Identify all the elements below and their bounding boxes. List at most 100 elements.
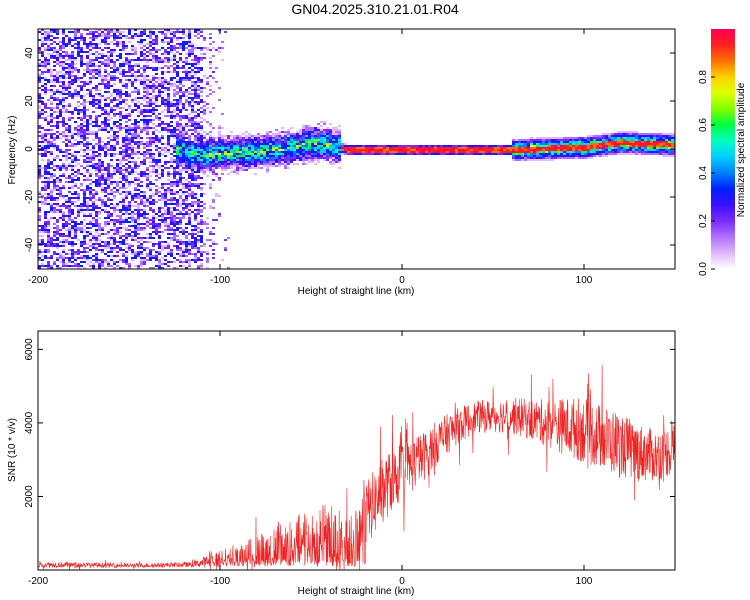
spectrogram-cell <box>479 145 482 147</box>
spectrogram-cell <box>95 237 98 239</box>
spectrogram-cell <box>95 219 98 221</box>
spectrogram-cell <box>56 53 59 55</box>
spectrogram-cell <box>113 37 116 39</box>
spectrogram-cell <box>143 197 146 199</box>
spectrogram-cell <box>140 239 143 241</box>
spectrogram-cell <box>146 201 149 203</box>
spectrogram-cell <box>389 147 392 149</box>
spectrogram-cell <box>167 41 170 43</box>
spectrogram-cell <box>86 29 89 31</box>
spectrogram-cell <box>95 179 98 181</box>
spectrogram-cell <box>176 105 179 107</box>
spectrogram-cell <box>314 121 317 123</box>
spectrogram-cell <box>242 159 245 161</box>
spectrogram-cell <box>95 121 98 123</box>
spectrogram-cell <box>335 161 338 163</box>
spectrogram-cell <box>191 245 194 247</box>
spectrogram-cell <box>77 47 80 49</box>
spectrogram-cell <box>224 159 227 161</box>
spectrogram-cell <box>50 197 53 199</box>
spectrogram-cell <box>194 31 197 33</box>
spectrogram-cell <box>98 145 101 147</box>
spectrogram-cell <box>188 205 191 207</box>
spectrogram-cell <box>140 263 143 265</box>
spectrogram-cell <box>305 135 308 137</box>
spectrogram-cell <box>149 203 152 205</box>
spectrogram-cell <box>89 215 92 217</box>
spectrogram-cell <box>149 195 152 197</box>
spectrogram-cell <box>176 259 179 261</box>
spectrogram-cell <box>47 31 50 33</box>
spectrogram-cell <box>191 211 194 213</box>
spectrogram-cell <box>167 87 170 89</box>
spectrogram-cell <box>92 217 95 219</box>
spectrogram-cell <box>464 145 467 147</box>
spectrogram-cell <box>302 149 305 151</box>
spectrogram-cell <box>107 123 110 125</box>
spectrogram-cell <box>266 149 269 151</box>
spectrogram-cell <box>239 157 242 159</box>
spectrogram-cell <box>44 145 47 147</box>
spectrogram-cell <box>182 145 185 147</box>
spectrogram-cell <box>164 229 167 231</box>
spectrogram-cell <box>185 95 188 97</box>
spectrogram-cell <box>89 175 92 177</box>
spectrogram-cell <box>107 163 110 165</box>
spectrogram-cell <box>83 135 86 137</box>
spectrogram-cell <box>224 249 227 251</box>
spectrogram-cell <box>98 155 101 157</box>
spectrogram-cell <box>434 151 437 153</box>
spectrogram-cell <box>86 185 89 187</box>
spectrogram-cell <box>164 51 167 53</box>
spectrogram-cell <box>152 169 155 171</box>
spectrogram-cell <box>152 85 155 87</box>
spectrogram-cell <box>83 231 86 233</box>
spectrogram-cell <box>128 95 131 97</box>
spectrogram-cell <box>164 49 167 51</box>
spectrogram-cell <box>164 29 167 31</box>
spectrogram-cell <box>101 263 104 265</box>
spectrogram-cell <box>119 119 122 121</box>
spectrogram-cell <box>212 241 215 243</box>
spectrogram-cell <box>338 155 341 157</box>
spectrogram-cell <box>47 121 50 123</box>
spectrogram-cell <box>140 41 143 43</box>
spectrogram-cell <box>83 137 86 139</box>
spectrogram-cell <box>185 165 188 167</box>
spectrogram-cell <box>56 89 59 91</box>
spectrogram-cell <box>113 231 116 233</box>
spectrogram-cell <box>107 185 110 187</box>
spectrogram-cell <box>194 255 197 257</box>
spectrogram-cell <box>191 171 194 173</box>
spectrogram-cell <box>224 169 227 171</box>
spectrogram-cell <box>155 57 158 59</box>
spectrogram-cell <box>59 49 62 51</box>
spectrogram-cell <box>104 71 107 73</box>
spectrogram-cell <box>134 71 137 73</box>
spectrogram-cell <box>194 71 197 73</box>
spectrogram-cell <box>146 83 149 85</box>
spectrogram-cell <box>41 197 44 199</box>
spectrogram-cell <box>164 201 167 203</box>
spectrogram-cell <box>476 147 479 149</box>
spectrogram-cell <box>98 139 101 141</box>
spectrogram-cell <box>149 137 152 139</box>
spectrogram-cell <box>110 75 113 77</box>
spectrogram-cell <box>194 215 197 217</box>
spectrogram-cell <box>176 235 179 237</box>
spectrogram-cell <box>41 43 44 45</box>
spectrogram-cell <box>239 155 242 157</box>
spectrogram-cell <box>332 153 335 155</box>
spectrogram-cell <box>98 225 101 227</box>
spectrogram-cell <box>92 201 95 203</box>
spectrogram-cell <box>95 101 98 103</box>
spectrogram-cell <box>56 167 59 169</box>
spectrogram-cell <box>236 169 239 171</box>
spectrogram-cell <box>296 147 299 149</box>
spectrogram-cell <box>92 147 95 149</box>
spectrogram-cell <box>137 173 140 175</box>
spectrogram-cell <box>176 201 179 203</box>
spectrogram-cell <box>113 121 116 123</box>
spectrogram-cell <box>224 165 227 167</box>
spectrogram-cell <box>122 169 125 171</box>
